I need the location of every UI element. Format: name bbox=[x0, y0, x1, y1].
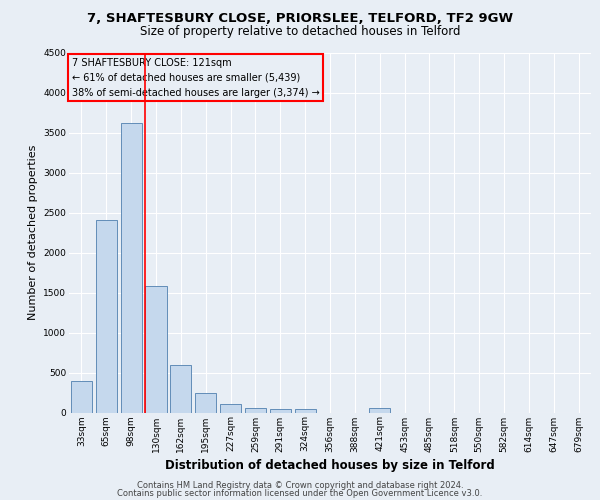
Bar bbox=[71, 382, 92, 412]
Bar bbox=[369, 408, 390, 412]
Bar bbox=[220, 404, 241, 412]
Bar bbox=[170, 366, 191, 412]
X-axis label: Distribution of detached houses by size in Telford: Distribution of detached houses by size … bbox=[165, 458, 495, 471]
Bar bbox=[245, 408, 266, 412]
Bar bbox=[295, 410, 316, 412]
Text: Contains HM Land Registry data © Crown copyright and database right 2024.: Contains HM Land Registry data © Crown c… bbox=[137, 481, 463, 490]
Bar bbox=[195, 393, 216, 412]
Bar bbox=[121, 123, 142, 412]
Bar bbox=[270, 409, 291, 412]
Text: 7 SHAFTESBURY CLOSE: 121sqm
← 61% of detached houses are smaller (5,439)
38% of : 7 SHAFTESBURY CLOSE: 121sqm ← 61% of det… bbox=[71, 58, 319, 98]
Text: Contains public sector information licensed under the Open Government Licence v3: Contains public sector information licen… bbox=[118, 488, 482, 498]
Bar bbox=[145, 286, 167, 412]
Bar bbox=[96, 220, 117, 412]
Text: Size of property relative to detached houses in Telford: Size of property relative to detached ho… bbox=[140, 25, 460, 38]
Text: 7, SHAFTESBURY CLOSE, PRIORSLEE, TELFORD, TF2 9GW: 7, SHAFTESBURY CLOSE, PRIORSLEE, TELFORD… bbox=[87, 12, 513, 26]
Y-axis label: Number of detached properties: Number of detached properties bbox=[28, 145, 38, 320]
